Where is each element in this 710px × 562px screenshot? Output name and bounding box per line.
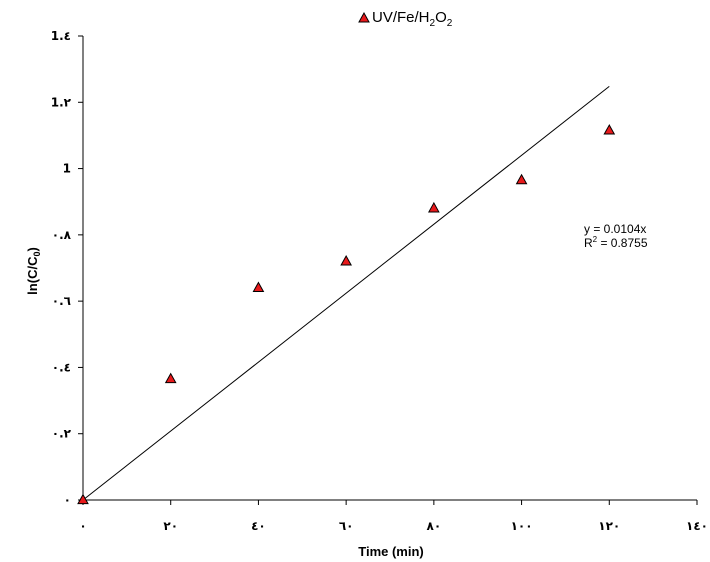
y-tick-label: 1 [63, 162, 71, 176]
legend-marker-triangle [358, 11, 370, 23]
x-tick-label: ٢٠ [163, 519, 178, 533]
y-axis-title-sub: 0 [32, 252, 42, 257]
y-tick-label: 1.٢ [51, 95, 72, 109]
x-ticks: ٠ ٢٠ ٤٠ ٦٠ ٨٠ ١٠٠ ١٢٠ ١٤٠ [79, 500, 708, 533]
x-tick-label: ١٠٠ [511, 519, 533, 533]
y-tick-label: ٠.٨ [52, 228, 72, 242]
x-tick-label: ٦٠ [339, 519, 354, 533]
trendline [82, 85, 610, 501]
y-tick-label: 1.٤ [51, 29, 71, 43]
axes [82, 36, 697, 501]
x-tick-label: ٤٠ [251, 519, 266, 533]
legend-label: UV/Fe/H2O2 [372, 9, 453, 29]
y-tick-label: ٠.٤ [52, 360, 71, 374]
x-tick-label: ٨٠ [427, 519, 442, 533]
data-point [340, 254, 352, 266]
data-point [77, 493, 89, 505]
trendline-r2: R2 = 0.8755 [584, 235, 648, 250]
legend: UV/Fe/H2O2 [358, 9, 453, 29]
y-ticks: ٠ ٠.٢ ٠.٤ ٠.٦ ٠.٨ 1 1.٢ 1.٤ [51, 29, 83, 507]
y-axis-title-main: ln(C/C [25, 256, 40, 295]
x-tick-label: ١٤٠ [686, 519, 708, 533]
data-point [428, 201, 440, 213]
data-points [77, 124, 616, 505]
x-tick-label: ٠ [79, 519, 86, 533]
data-point [515, 173, 528, 185]
x-axis-title: Time (min) [358, 544, 424, 559]
data-point [603, 124, 616, 135]
trendline-equation: y = 0.0104x [584, 222, 646, 236]
data-point [252, 281, 265, 292]
y-axis-title-end: ) [25, 247, 40, 251]
y-axis-title: ln(C/C0) [25, 247, 42, 295]
x-tick-label: ١٢٠ [598, 519, 620, 533]
trendline-annotation: y = 0.0104x R2 = 0.8755 [584, 222, 648, 250]
y-tick-label: ٠.٦ [52, 294, 71, 308]
y-tick-label: ٠.٢ [52, 427, 72, 441]
y-tick-label: ٠ [64, 493, 71, 507]
data-point [164, 372, 177, 384]
